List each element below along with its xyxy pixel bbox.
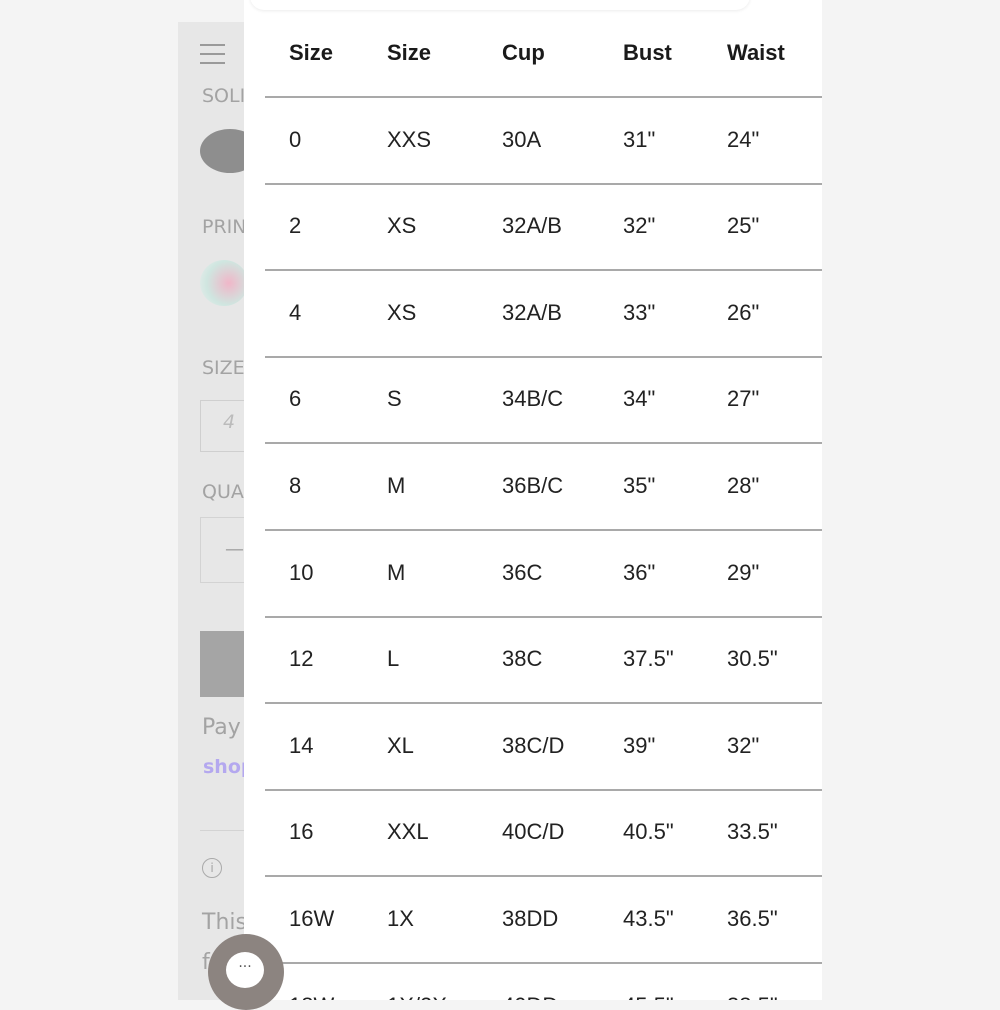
cell-cup: 38C/D: [502, 732, 565, 758]
cell-size-letter: S: [387, 386, 402, 412]
cell-size-letter: M: [387, 559, 406, 585]
quantity-label: QUA: [202, 481, 244, 503]
cell-cup: 38DD: [502, 906, 559, 931]
cell-waist: 30.5": [727, 646, 778, 672]
table-row: 14 XL 38C/D 39" 32": [265, 703, 822, 791]
cell-bust: 34": [623, 386, 656, 412]
cell-size-numeric: 8: [289, 473, 302, 498]
cell-bust: 35": [623, 473, 656, 498]
cell-size-letter: 1X: [387, 906, 414, 931]
table-row: 6 S 34B/C 34" 27": [265, 356, 822, 445]
solid-label: SOLI: [202, 85, 246, 107]
header-waist: Waist: [727, 40, 785, 65]
cell-cup: 32A/B: [502, 299, 562, 325]
print-swatch[interactable]: [200, 260, 248, 306]
chat-button[interactable]: ···: [208, 934, 284, 1010]
cell-size-numeric: 18W: [289, 993, 334, 1000]
cell-bust: 31": [623, 126, 656, 152]
cell-waist: 26": [727, 299, 760, 325]
cell-size-numeric: 16: [289, 819, 314, 845]
table-row: 16 XXL 40C/D 40.5" 33.5": [265, 789, 822, 878]
table-row: 12 L 38C 37.5" 30.5": [265, 616, 822, 705]
cell-size-letter: 1X/2X: [387, 993, 447, 1000]
cell-cup: 30A: [502, 126, 542, 152]
chat-bubble-icon: ···: [226, 952, 264, 988]
cell-cup: 40C/D: [502, 819, 565, 845]
cell-cup: 32A/B: [502, 213, 562, 239]
cell-bust: 43.5": [623, 906, 674, 931]
cell-size-numeric: 12: [289, 646, 314, 672]
info-icon: i: [202, 858, 222, 878]
cell-cup: 36C: [502, 559, 543, 585]
header-cup: Cup: [502, 40, 545, 65]
cell-waist: 32": [727, 732, 760, 758]
cell-size-letter: XS: [387, 213, 417, 239]
cell-cup: 36B/C: [502, 473, 564, 498]
cell-waist: 24": [727, 126, 760, 152]
cell-bust: 33": [623, 299, 656, 325]
description-text-2: f: [202, 950, 210, 975]
cell-waist: 25": [727, 213, 760, 239]
print-label: PRIN: [202, 216, 247, 238]
cell-waist: 29": [727, 559, 760, 585]
cell-waist: 27": [727, 386, 760, 412]
shop-pay-link[interactable]: shop: [203, 756, 255, 778]
cell-waist: 28": [727, 473, 760, 498]
table-row: 0 XXS 30A 31" 24": [265, 97, 822, 185]
cell-size-numeric: 4: [289, 299, 302, 325]
cell-cup: 38C: [502, 646, 543, 672]
cell-bust: 36": [623, 559, 656, 585]
divider: [200, 830, 258, 831]
description-text: This: [202, 910, 247, 935]
table-header-row: Size Size Cup Bust Waist: [265, 10, 822, 98]
cell-size-letter: M: [387, 473, 406, 498]
cell-size-numeric: 16W: [289, 906, 335, 931]
cell-size-numeric: 6: [289, 386, 302, 412]
hamburger-menu-icon[interactable]: [200, 44, 225, 71]
cell-cup: 40DD: [502, 993, 558, 1000]
size-label: SIZE: [202, 357, 245, 379]
cell-size-letter: XS: [387, 299, 417, 325]
table-row: 10 M 36C 36" 29": [265, 530, 822, 618]
quantity-minus-button[interactable]: —: [200, 517, 258, 583]
cell-waist: 36.5": [727, 906, 778, 931]
cell-size-numeric: 14: [289, 732, 314, 758]
table-row: 4 XS 32A/B 33" 26": [265, 270, 822, 358]
header-bust: Bust: [623, 40, 672, 65]
header-size-numeric: Size: [289, 40, 334, 65]
table-row: 18W 1X/2X 40DD 45.5" 38.5": [265, 963, 822, 1000]
table-row: 16W 1X 38DD 43.5" 36.5": [265, 876, 822, 964]
cell-size-letter: L: [387, 646, 400, 672]
cell-waist: 33.5": [727, 819, 778, 845]
cell-waist: 38.5": [727, 993, 778, 1000]
cell-bust: 37.5": [623, 646, 674, 672]
cell-bust: 40.5": [623, 819, 674, 845]
cell-size-letter: XXS: [387, 126, 432, 152]
cell-bust: 45.5": [623, 993, 674, 1000]
cell-size-letter: XXL: [387, 819, 429, 845]
table-row: 2 XS 32A/B 32" 25": [265, 183, 822, 272]
size-chart-modal: Size Size Cup Bust Waist 0 XXS 30A 31" 24" 2 X…: [244, 0, 822, 1000]
pay-text: Pay: [202, 715, 241, 740]
cell-size-letter: XL: [387, 732, 414, 758]
cell-size-numeric: 10: [289, 559, 314, 585]
cell-size-numeric: 2: [289, 213, 302, 239]
cell-cup: 34B/C: [502, 386, 564, 412]
cell-bust: 39": [623, 732, 656, 758]
table-row: 8 M 36B/C 35" 28": [265, 443, 822, 531]
cell-size-numeric: 0: [289, 126, 302, 152]
modal-top-handle: [250, 0, 750, 10]
size-option-4[interactable]: 4: [200, 400, 258, 452]
cell-bust: 32": [623, 213, 656, 239]
header-size-letter: Size: [387, 40, 432, 65]
